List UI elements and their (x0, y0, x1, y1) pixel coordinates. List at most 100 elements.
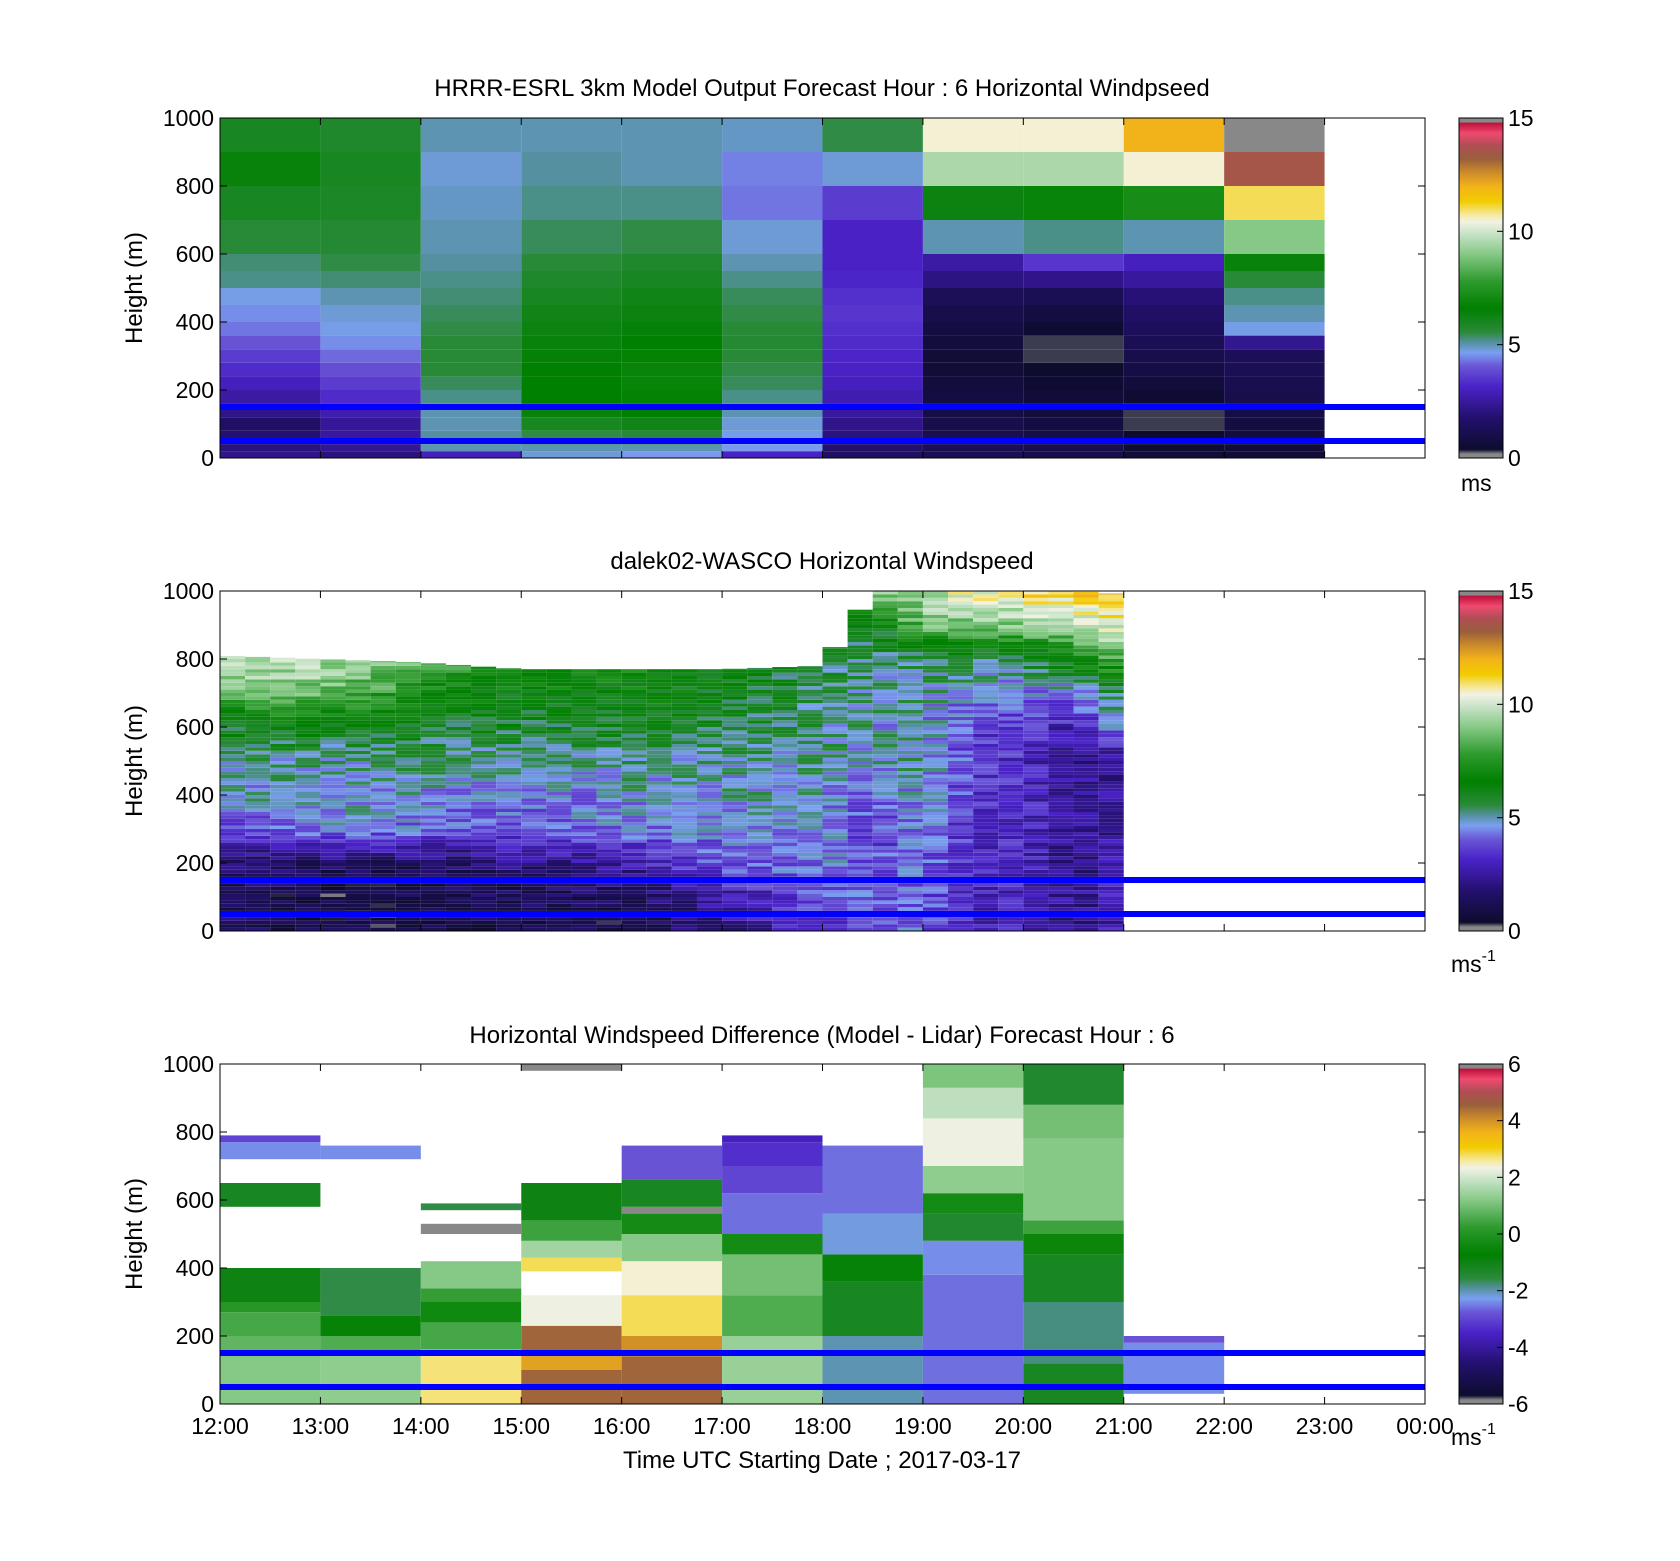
heat-cell (1098, 689, 1124, 693)
heat-cell (420, 859, 446, 863)
heat-cell (621, 747, 647, 751)
panel-model-y-label: Height (m) (121, 232, 148, 344)
heat-cell (1098, 594, 1124, 598)
heat-cell (445, 890, 472, 894)
heat-cell (722, 1336, 823, 1404)
heat-cell (345, 842, 371, 846)
heat-cell (822, 1281, 923, 1336)
heat-cell (1023, 713, 1049, 717)
heat-cell (521, 744, 547, 748)
heat-cell (621, 750, 647, 755)
heat-cell (521, 186, 622, 220)
heat-cell (496, 784, 522, 789)
heat-cell (872, 706, 898, 710)
heat-cell (897, 917, 923, 921)
heat-cell (420, 665, 446, 670)
heat-cell (1073, 604, 1099, 608)
heat-cell (220, 349, 321, 363)
heat-cell (1023, 849, 1049, 853)
heat-cell (1048, 859, 1074, 863)
heat-cell (220, 784, 246, 789)
heat-cell (320, 693, 346, 697)
heat-cell (998, 849, 1024, 853)
heat-cell (546, 812, 572, 816)
heat-cell (948, 818, 974, 823)
heat-cell (922, 764, 949, 768)
heat-cell (948, 710, 974, 714)
heat-cell (973, 618, 999, 622)
heat-cell (922, 873, 949, 877)
heat-cell (1048, 608, 1074, 612)
heat-cell (797, 822, 823, 826)
heat-cell (922, 689, 949, 693)
heat-cell (295, 672, 321, 676)
heat-cell (747, 682, 773, 687)
heat-cell (546, 903, 572, 908)
colorbar-tick-label: 15 (1508, 578, 1534, 604)
heat-cell (922, 706, 949, 710)
heat-cell (621, 727, 647, 731)
heat-cell (220, 839, 246, 843)
heat-cell (270, 903, 296, 908)
heat-cell (1098, 825, 1124, 829)
heat-cell (621, 798, 647, 802)
heat-cell (345, 699, 371, 704)
heat-cell (546, 754, 572, 758)
heat-cell (345, 869, 371, 874)
heat-cell (295, 693, 321, 697)
heat-cell (1023, 322, 1124, 336)
heat-cell (1048, 662, 1074, 666)
heat-cell (948, 669, 974, 673)
heat-cell (1023, 744, 1049, 748)
heat-cell (973, 842, 999, 846)
heat-cell (345, 703, 371, 707)
heat-cell (571, 852, 597, 857)
heat-cell (747, 761, 773, 765)
heat-cell (872, 818, 898, 823)
heat-cell (1098, 761, 1124, 765)
heat-cell (696, 682, 723, 687)
heat-cell (772, 900, 798, 904)
heat-cell (471, 767, 497, 772)
panel-difference-cells (220, 1064, 1225, 1404)
heat-cell (1098, 733, 1124, 738)
heat-cell (897, 897, 923, 901)
heat-cell (897, 866, 923, 870)
heat-cell (596, 829, 622, 833)
heat-cell (1073, 764, 1099, 768)
heat-cell (772, 883, 798, 887)
heat-cell (420, 686, 446, 690)
heat-cell (245, 727, 271, 731)
heat-cell (521, 863, 547, 867)
heat-cell (973, 805, 999, 809)
heat-cell (948, 757, 974, 761)
heat-cell (320, 737, 346, 741)
heat-cell (496, 852, 522, 857)
heat-cell (973, 822, 999, 826)
heat-cell (897, 767, 923, 772)
heat-cell (546, 781, 572, 785)
colorbar-tick-label: -4 (1508, 1334, 1529, 1360)
heat-cell (822, 778, 848, 782)
heat-cell (1048, 669, 1074, 673)
heat-cell (621, 866, 647, 870)
heat-cell (1048, 900, 1074, 904)
heat-cell (345, 795, 371, 799)
heat-cell (646, 818, 672, 823)
heat-cell (420, 288, 522, 305)
heat-cell (747, 801, 773, 806)
heat-cell (747, 699, 773, 704)
heat-cell (1048, 737, 1074, 741)
heat-cell (671, 737, 697, 741)
heat-cell (496, 774, 522, 778)
heat-cell (295, 822, 321, 826)
heat-cell (245, 897, 271, 901)
heat-cell (973, 706, 999, 710)
heat-cell (973, 791, 999, 795)
heat-cell (320, 917, 346, 921)
heat-cell (596, 791, 622, 795)
heat-cell (973, 591, 999, 595)
heat-cell (822, 693, 848, 697)
heat-cell (1048, 825, 1074, 829)
heat-cell (722, 815, 748, 819)
